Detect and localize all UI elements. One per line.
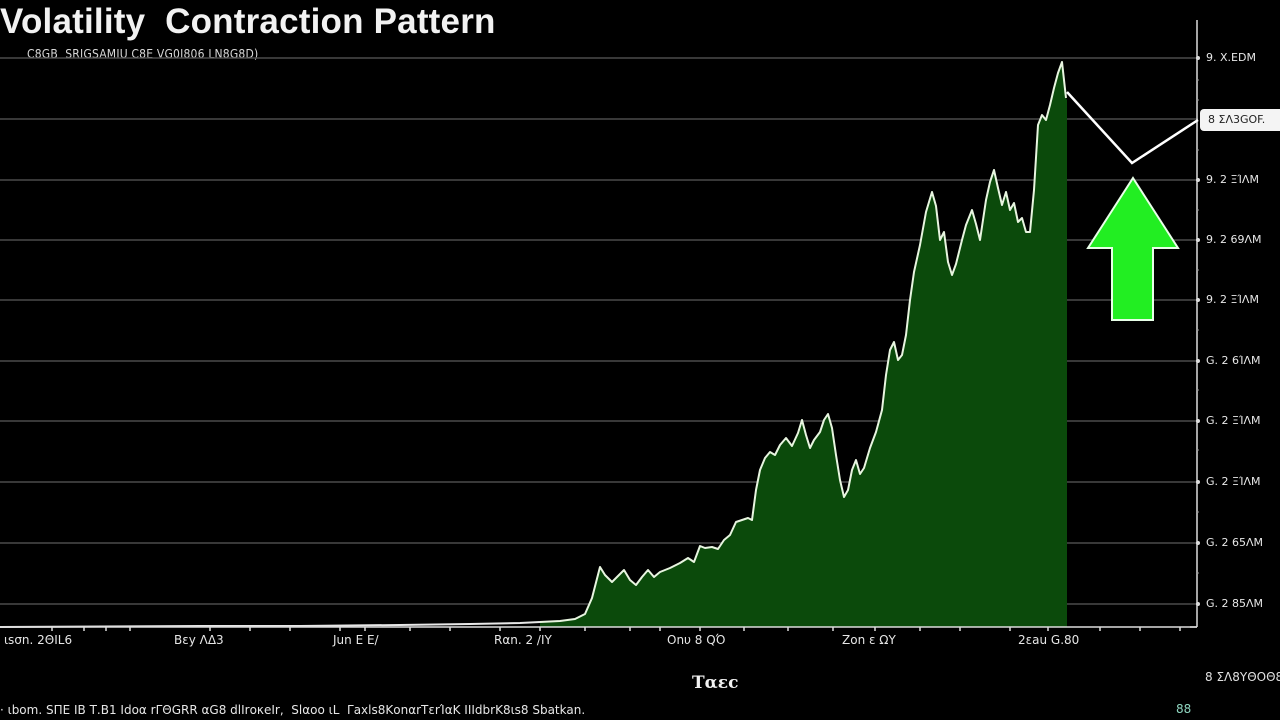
up-arrow-icon	[1086, 176, 1180, 321]
footer-caption: · ιbom. SΠE ΙΒ Τ.Β1 Ιdoα rΓΘGRR αG8 dlΙr…	[0, 703, 586, 717]
y-tick-label: G. 2 ΞΊΛΜ	[1206, 414, 1261, 427]
projection-line	[1066, 91, 1199, 165]
footer-right-value: 8 ΣΛ8ΥΘΟΘ8	[1205, 670, 1280, 684]
y-tick-label: 9. 2 69ΛΜ	[1206, 233, 1262, 246]
price-area	[540, 62, 1067, 627]
current-price-tag: 8 ΣΛ3GOF.	[1200, 109, 1280, 131]
x-tick-label: Rαn. 2 /ΙΥ	[494, 633, 552, 647]
x-axis	[0, 626, 1197, 631]
price-line	[539, 61, 1067, 623]
y-tick-label: G. 2 ΞΊΛΜ	[1206, 475, 1261, 488]
x-tick-label: 2εau G.80	[1018, 633, 1080, 647]
y-tick-label: 9. 2 ΞΊΛΜ	[1206, 173, 1259, 186]
footer-badge: 88	[1176, 702, 1192, 716]
x-tick-label: ιsσn. 2ΘΙL6	[4, 633, 73, 647]
x-tick-label: Jun E Ε/	[333, 633, 379, 647]
y-axis	[1190, 20, 1200, 628]
price-line-flat	[0, 621, 541, 628]
x-tick-label: Bεy ΛΔ3	[174, 633, 224, 647]
y-tick-label: G. 2 85ΛΜ	[1206, 597, 1264, 610]
x-axis-title: Tαεc	[692, 673, 739, 693]
y-tick-label: G. 2 6ΊΛΜ	[1206, 354, 1261, 367]
y-tick-label: 9. X.EDM	[1206, 51, 1256, 64]
y-tick-label: G. 2 65ΛΜ	[1206, 536, 1264, 549]
x-tick-label: Zon ε ΩΥ	[842, 633, 896, 647]
x-tick-label: Onυ 8 QΌ	[667, 633, 726, 647]
chart-title: Volatility Contraction Pattern	[0, 2, 496, 41]
y-tick-label: 9. 2 ΞΊΛΜ	[1206, 293, 1259, 306]
